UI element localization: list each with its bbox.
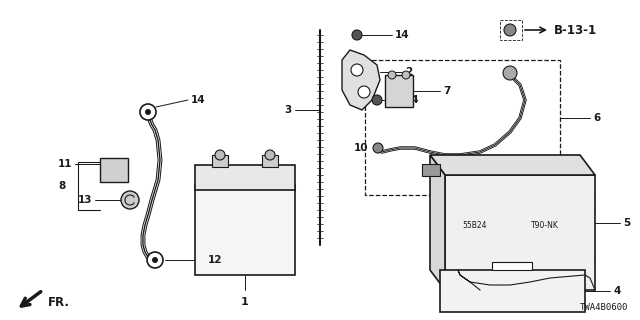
Text: B-13-1: B-13-1 (554, 23, 597, 36)
Circle shape (147, 252, 163, 268)
Bar (440, 270, 585, 312)
Text: TWA4B0600: TWA4B0600 (580, 303, 628, 312)
Text: 12: 12 (208, 255, 223, 265)
Text: 10: 10 (353, 143, 368, 153)
Circle shape (372, 95, 382, 105)
Circle shape (503, 66, 517, 80)
Text: 14: 14 (395, 30, 410, 40)
Text: 14: 14 (405, 95, 420, 105)
Circle shape (373, 143, 383, 153)
Text: 11: 11 (58, 159, 72, 169)
Circle shape (121, 191, 139, 209)
Text: 7: 7 (443, 86, 451, 96)
Circle shape (145, 109, 151, 115)
Text: 5: 5 (623, 218, 630, 228)
Bar (262, 155, 278, 167)
Bar (195, 165, 295, 190)
Circle shape (140, 104, 156, 120)
Circle shape (504, 24, 516, 36)
Bar (212, 155, 228, 167)
Text: 13: 13 (77, 195, 92, 205)
Text: 9: 9 (448, 185, 455, 195)
Bar (365, 60, 560, 195)
Circle shape (388, 71, 396, 79)
Text: 6: 6 (593, 113, 600, 123)
Polygon shape (430, 155, 445, 290)
Text: 55B24: 55B24 (463, 220, 487, 229)
Circle shape (402, 71, 410, 79)
Text: 4: 4 (613, 286, 620, 296)
Text: 14: 14 (191, 95, 205, 105)
Text: 1: 1 (241, 297, 249, 307)
Circle shape (215, 150, 225, 160)
Text: FR.: FR. (48, 297, 70, 309)
Circle shape (352, 30, 362, 40)
Bar (500, 20, 522, 40)
Text: 8: 8 (58, 181, 66, 191)
Polygon shape (492, 262, 532, 270)
Circle shape (351, 64, 363, 76)
Circle shape (358, 86, 370, 98)
Text: T90-NK: T90-NK (531, 220, 559, 229)
Text: 3: 3 (285, 105, 292, 115)
Text: 2: 2 (405, 67, 412, 77)
Polygon shape (342, 50, 380, 110)
Bar (195, 185, 295, 275)
Polygon shape (430, 155, 595, 175)
Bar (422, 164, 440, 176)
Polygon shape (445, 175, 595, 290)
Circle shape (152, 257, 158, 263)
Bar (100, 158, 128, 182)
Circle shape (265, 150, 275, 160)
Bar (385, 75, 413, 107)
